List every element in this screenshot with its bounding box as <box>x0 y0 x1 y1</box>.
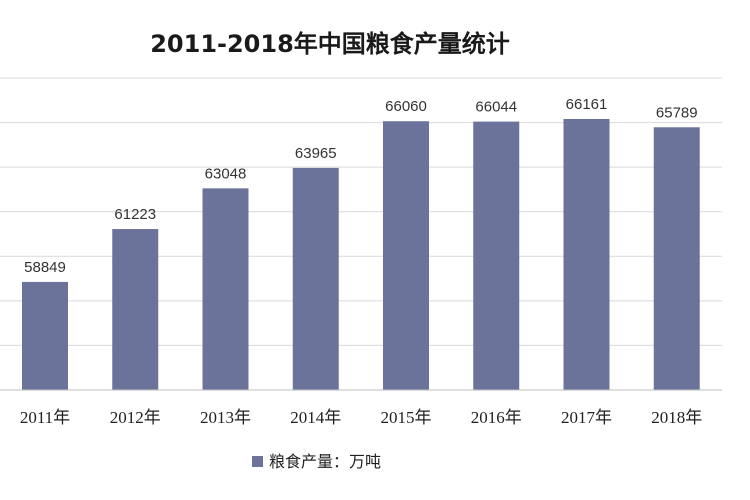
data-label-7: 66161 <box>566 96 608 113</box>
chart-title: 2011-2018年中国粮食产量统计 <box>150 30 510 58</box>
data-label-4: 63965 <box>295 145 337 162</box>
bar-1 <box>22 281 68 390</box>
x-tick-label-2: 2012年 <box>110 408 161 427</box>
data-label-3: 63048 <box>205 165 247 182</box>
data-label-8: 65789 <box>656 104 698 121</box>
x-axis-tick-labels: 2011年 2012年 2013年 2014年 2015年 2016年 2017年 2018年 <box>20 408 702 427</box>
legend-label: 粮食产量：万吨 <box>269 452 381 471</box>
x-tick-label-4: 2014年 <box>290 408 341 427</box>
x-tick-label-7: 2017年 <box>561 408 612 427</box>
x-tick-label-8: 2018年 <box>651 408 702 427</box>
bar-8 <box>653 127 700 390</box>
x-tick-label-1: 2011年 <box>20 408 70 427</box>
legend: 粮食产量：万吨 <box>252 452 381 471</box>
data-labels: 58849 61223 63048 63965 66060 66044 66161 65789 <box>24 96 697 276</box>
bars <box>22 118 700 391</box>
bar-4 <box>292 167 339 390</box>
bar-7 <box>563 118 610 390</box>
x-tick-label-5: 2015年 <box>381 408 432 427</box>
bar-6 <box>473 121 520 391</box>
data-label-5: 66060 <box>385 98 427 115</box>
x-tick-label-6: 2016年 <box>471 408 522 427</box>
data-label-1: 58849 <box>24 259 66 276</box>
data-label-2: 61223 <box>114 206 156 223</box>
legend-swatch <box>252 456 263 467</box>
x-tick-label-3: 2013年 <box>200 408 251 427</box>
bar-3 <box>202 188 249 390</box>
data-label-6: 66044 <box>475 99 517 116</box>
bar-2 <box>112 229 159 390</box>
bar-5 <box>383 121 429 390</box>
